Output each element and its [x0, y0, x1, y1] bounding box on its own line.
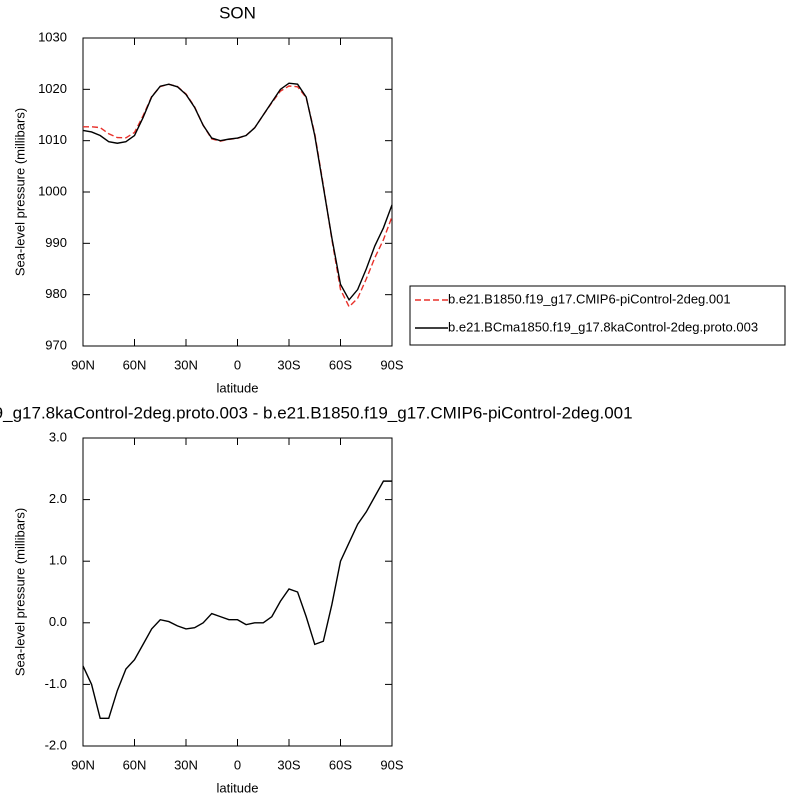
x-tick-label: 30S [277, 357, 300, 372]
legend-box [409, 285, 786, 346]
x-axis-label: latitude [217, 780, 259, 795]
y-tick-label: 3.0 [49, 429, 67, 444]
x-axis-label: latitude [217, 380, 259, 395]
y-tick-label: 1010 [38, 132, 67, 147]
y-tick-label: -1.0 [45, 676, 67, 691]
y-tick-label: 0.0 [49, 614, 67, 629]
series-line [82, 82, 393, 302]
y-tick-label: -2.0 [45, 737, 67, 752]
y-axis-label: Sea-level pressure (millibars) [12, 508, 27, 676]
plot-frame [82, 37, 393, 347]
y-axis-label: Sea-level pressure (millibars) [12, 108, 27, 276]
y-tick-label: 2.0 [49, 491, 67, 506]
legend-label: b.e21.BCma1850.f19_g17.8kaControl-2deg.p… [448, 319, 758, 334]
y-tick-label: 1.0 [49, 553, 67, 568]
x-tick-label: 60N [123, 357, 147, 372]
y-tick-label: 970 [45, 337, 67, 352]
y-tick-label: 990 [45, 235, 67, 250]
y-tick-label: 980 [45, 286, 67, 301]
x-tick-label: 0 [234, 357, 241, 372]
x-tick-label: 30S [277, 757, 300, 772]
chart-title: b.e21.BCma1850.f19_g17.8kaControl-2deg.p… [0, 403, 633, 422]
chart-title: SON [219, 3, 256, 22]
y-tick-label: 1030 [38, 29, 67, 44]
x-tick-label: 0 [234, 757, 241, 772]
x-tick-label: 90S [380, 357, 403, 372]
x-tick-label: 30N [174, 357, 198, 372]
x-tick-label: 30N [174, 757, 198, 772]
series-line [82, 480, 392, 719]
legend-label: b.e21.B1850.f19_g17.CMIP6-piControl-2deg… [448, 291, 731, 306]
x-tick-label: 60S [329, 757, 352, 772]
x-tick-label: 90N [71, 357, 95, 372]
x-tick-label: 90N [71, 757, 95, 772]
series-line [83, 83, 393, 308]
x-tick-label: 90S [380, 757, 403, 772]
x-tick-label: 60N [123, 757, 147, 772]
x-tick-label: 60S [329, 357, 352, 372]
legend: b.e21.B1850.f19_g17.CMIP6-piControl-2deg… [409, 285, 786, 346]
plot-frame [82, 437, 393, 747]
y-tick-label: 1020 [38, 81, 67, 96]
y-tick-label: 1000 [38, 183, 67, 198]
